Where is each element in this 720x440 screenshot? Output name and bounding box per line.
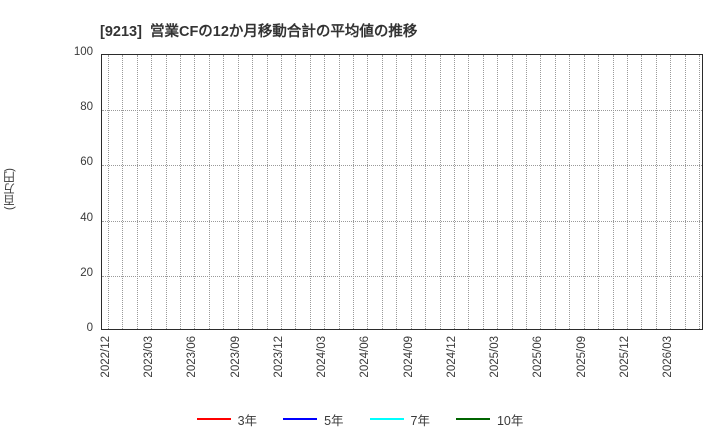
gridline-vertical — [670, 55, 672, 329]
gridline-vertical — [482, 55, 484, 329]
gridline-vertical — [569, 55, 571, 329]
x-axis-tick-label: 2025/06 — [532, 336, 545, 378]
gridline-horizontal — [102, 275, 702, 277]
gridline-vertical — [237, 55, 239, 329]
gridline-vertical — [208, 55, 210, 329]
x-axis-tick-label: 2025/03 — [489, 336, 502, 378]
x-axis-tick-label: 2022/12 — [100, 336, 112, 378]
y-axis-tick-label: 0 — [86, 322, 93, 334]
gridline-horizontal — [102, 110, 702, 112]
x-axis-tick-label: 2026/03 — [662, 336, 675, 378]
gridline-vertical — [367, 55, 369, 329]
gridline-vertical — [554, 55, 556, 329]
legend-item[interactable]: 5年 — [283, 410, 344, 429]
y-axis-tick-label: 40 — [80, 211, 93, 224]
gridline-vertical — [612, 55, 614, 329]
gridline-horizontal — [102, 165, 702, 167]
gridline-vertical — [439, 55, 441, 329]
plot-area — [101, 54, 703, 330]
gridline-horizontal — [102, 220, 702, 222]
y-axis-tick-label: 100 — [73, 46, 93, 58]
x-axis-tick-label: 2024/03 — [316, 336, 329, 378]
gridline-vertical — [468, 55, 470, 329]
x-axis-tick-label: 2024/06 — [359, 336, 372, 378]
legend-color-swatch — [196, 418, 231, 420]
gridline-vertical — [280, 55, 282, 329]
gridline-vertical — [108, 55, 109, 329]
gridline-vertical — [266, 55, 268, 329]
legend-label: 7年 — [410, 413, 430, 428]
gridline-vertical — [540, 55, 542, 329]
legend-color-swatch — [369, 418, 404, 420]
gridline-vertical — [180, 55, 182, 329]
gridline-vertical — [223, 55, 225, 329]
gridline-vertical — [338, 55, 340, 329]
x-axis-tick-label: 2025/09 — [575, 336, 588, 378]
x-axis-tick-label: 2023/09 — [229, 336, 242, 378]
x-axis-tick-label: 2024/12 — [445, 336, 458, 378]
y-axis-tick-label: 80 — [80, 101, 93, 114]
y-axis-label: (百万円) — [4, 168, 16, 211]
gridline-vertical — [497, 55, 499, 329]
gridline-vertical — [583, 55, 585, 329]
gridline-vertical — [425, 55, 427, 329]
legend-item[interactable]: 3年 — [196, 410, 258, 429]
gridline-vertical — [122, 55, 124, 329]
gridline-vertical — [684, 55, 686, 329]
gridline-vertical — [324, 55, 326, 329]
gridline-vertical — [598, 55, 600, 329]
gridline-vertical — [381, 55, 383, 329]
gridline-vertical — [453, 55, 455, 329]
gridline-vertical — [396, 55, 398, 329]
x-axis-tick-label: 2025/12 — [618, 336, 631, 378]
gridline-vertical — [295, 55, 297, 329]
gridline-vertical — [151, 55, 153, 329]
gridline-vertical — [511, 55, 513, 329]
legend-label: 10年 — [496, 413, 524, 428]
x-axis-tick-label: 2024/09 — [402, 336, 415, 378]
gridline-vertical — [165, 55, 167, 329]
gridline-vertical — [641, 55, 643, 329]
gridline-vertical — [626, 55, 628, 329]
y-axis-tick-label: 60 — [80, 156, 93, 169]
gridline-vertical — [655, 55, 657, 329]
gridline-vertical — [699, 55, 701, 329]
data-series-layer — [102, 55, 703, 330]
x-axis-tick-label: 2023/03 — [143, 336, 156, 378]
gridline-vertical — [136, 55, 138, 329]
chart-legend: 3年 5年 7年 10年 — [0, 408, 720, 430]
legend-color-swatch — [283, 418, 318, 420]
gridline-vertical — [526, 55, 528, 329]
gridline-vertical — [194, 55, 196, 329]
x-axis-tick-label: 2023/12 — [272, 336, 285, 378]
legend-label: 3年 — [237, 413, 258, 428]
gridline-vertical — [353, 55, 355, 329]
legend-item[interactable]: 7年 — [369, 410, 430, 429]
legend-label: 5年 — [324, 413, 344, 428]
gridline-vertical — [309, 55, 311, 329]
y-axis-tick-label: 20 — [80, 266, 93, 279]
legend-color-swatch — [455, 418, 490, 420]
chart-title: [9213] 営業CFの12か月移動合計の平均値の推移 — [100, 24, 418, 40]
x-axis-tick-label: 2023/06 — [186, 336, 199, 378]
gridline-vertical — [252, 55, 254, 329]
legend-item[interactable]: 10年 — [455, 410, 524, 429]
gridline-vertical — [410, 55, 412, 329]
